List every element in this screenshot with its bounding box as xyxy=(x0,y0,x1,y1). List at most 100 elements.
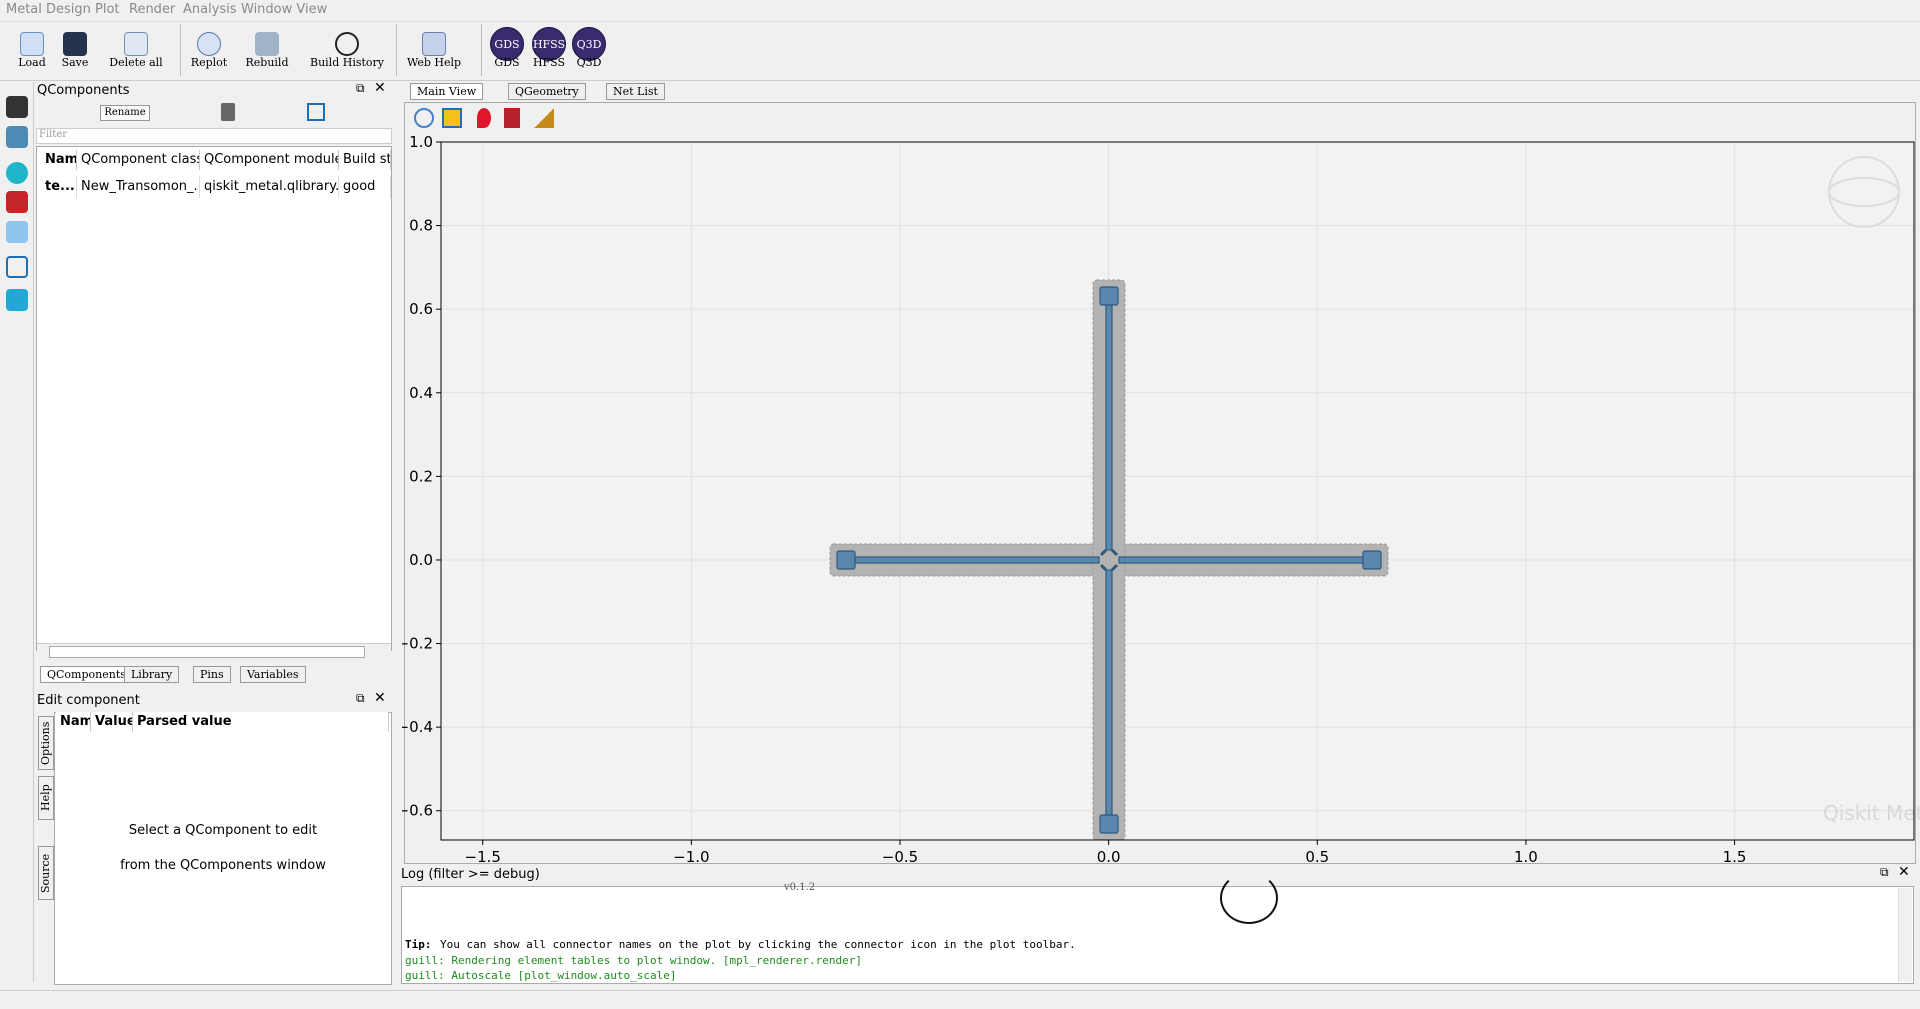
y-tick-label: 0.8 xyxy=(409,217,433,235)
y-tick-label: 0.2 xyxy=(409,467,433,485)
tip-text: You can show all connector names on the … xyxy=(440,938,1076,951)
panel-title: QComponents xyxy=(37,83,130,98)
side-tab[interactable]: Help xyxy=(38,776,54,820)
gds-badge: GDS xyxy=(490,27,524,61)
plot-tool[interactable] xyxy=(414,108,434,128)
rebuild-icon xyxy=(255,32,279,56)
column-header[interactable]: Value xyxy=(91,712,133,732)
q3d-badge: Q3D xyxy=(572,27,606,61)
menu-item[interactable]: Metal Design xyxy=(6,2,91,17)
side-strip xyxy=(0,82,34,982)
toolbar-button[interactable]: Load xyxy=(18,56,46,69)
trace xyxy=(1105,295,1113,551)
tab[interactable]: QComponents xyxy=(40,666,133,683)
column-header[interactable]: QComponent module xyxy=(200,150,339,170)
log-view xyxy=(401,886,1914,984)
menu-item[interactable]: Render xyxy=(129,2,176,17)
column-header[interactable]: Build st xyxy=(339,150,391,170)
tab[interactable]: Library xyxy=(124,666,180,683)
menu-item[interactable]: Analysis xyxy=(183,2,237,17)
toolbar-button[interactable]: Q3D xyxy=(576,56,602,69)
plot-tool[interactable] xyxy=(477,108,491,128)
menu-item[interactable]: Plot xyxy=(95,2,120,17)
panel-title: Edit component xyxy=(37,693,140,708)
pad xyxy=(1099,814,1119,834)
save-icon xyxy=(63,32,87,56)
junction xyxy=(1099,548,1119,572)
float-button[interactable]: ⧉ xyxy=(356,691,365,705)
log-line: guill: Autoscale [plot_window.auto_scale… xyxy=(405,969,677,982)
trace xyxy=(845,556,1100,564)
float-button[interactable]: ⧉ xyxy=(356,81,365,95)
side-icon[interactable] xyxy=(6,191,28,213)
side-icon[interactable] xyxy=(6,126,28,148)
close-button[interactable]: ✕ xyxy=(374,80,386,96)
toolbar-button[interactable]: GDS xyxy=(494,56,520,69)
hint-text: Select a QComponent to edit xyxy=(128,823,318,838)
table-cell[interactable]: good xyxy=(339,176,391,198)
column-header[interactable]: Name xyxy=(41,150,77,170)
toolbar-button[interactable]: Rebuild xyxy=(245,56,289,69)
y-tick-label: −0.6 xyxy=(402,802,433,820)
view-tab[interactable]: QGeometry xyxy=(508,83,586,100)
toolbar-button[interactable]: Build History xyxy=(309,56,385,69)
plot-tool[interactable] xyxy=(534,108,554,128)
side-icon[interactable] xyxy=(6,162,28,184)
y-tick-label: 0.6 xyxy=(409,300,433,318)
x-tick-label: 1.0 xyxy=(1514,848,1538,866)
plot-tool[interactable] xyxy=(504,108,520,128)
tab[interactable]: Pins xyxy=(193,666,231,683)
rename-button[interactable]: Rename xyxy=(100,105,150,121)
table-cell[interactable]: New_Transomon_... xyxy=(77,176,200,198)
side-icon[interactable] xyxy=(6,256,28,278)
close-button[interactable]: ✕ xyxy=(1898,864,1910,880)
trace xyxy=(1105,569,1113,825)
scroll-thumb[interactable] xyxy=(49,646,365,658)
edit-table xyxy=(54,712,392,985)
filter-input[interactable]: Filter xyxy=(36,128,392,144)
pad xyxy=(1362,550,1382,570)
log-scrollbar[interactable] xyxy=(1898,888,1912,982)
logo xyxy=(1220,872,1278,924)
plot-tool[interactable] xyxy=(442,108,462,128)
side-icon[interactable] xyxy=(6,221,28,243)
zoom-button[interactable] xyxy=(307,103,325,121)
side-tab[interactable]: Source xyxy=(38,846,54,900)
side-tab[interactable]: Options xyxy=(38,716,54,770)
side-icon[interactable] xyxy=(6,96,28,118)
panel-title: Log (filter >= debug) xyxy=(401,867,540,882)
toolbar-button[interactable]: Replot xyxy=(190,56,228,69)
x-tick-label: 0.0 xyxy=(1097,848,1121,866)
y-tick-label: 0.0 xyxy=(409,551,433,569)
delete-button[interactable] xyxy=(221,103,235,121)
help-icon xyxy=(422,32,446,56)
status-bar xyxy=(0,990,1920,1009)
column-header[interactable]: QComponent class xyxy=(77,150,200,170)
float-button[interactable]: ⧉ xyxy=(1880,865,1889,879)
close-button[interactable]: ✕ xyxy=(374,690,386,706)
column-header[interactable]: Nam xyxy=(56,712,91,732)
toolbar xyxy=(0,21,1920,81)
trace xyxy=(1118,556,1373,564)
menu-item[interactable]: Window View xyxy=(241,2,328,17)
axes-frame xyxy=(440,141,1915,841)
x-tick-label: −1.0 xyxy=(673,848,709,866)
plot-area xyxy=(441,142,1914,840)
plot: Qiskit Metal −1.5 −1.0 −0.5 0.0 0.5 1.0 1.5 −0.… xyxy=(402,133,1920,866)
log-line: guill: Rendering element tables to plot … xyxy=(405,954,862,967)
scrollbar[interactable] xyxy=(37,643,391,659)
tab[interactable]: Variables xyxy=(240,666,306,683)
view-tab[interactable]: Net List xyxy=(606,83,665,100)
table-cell[interactable]: te... xyxy=(41,176,77,198)
column-header[interactable]: Parsed value xyxy=(133,712,389,732)
view-tab[interactable]: Main View xyxy=(410,83,484,100)
toolbar-button[interactable]: HFSS xyxy=(532,56,566,69)
side-icon[interactable] xyxy=(6,289,28,311)
toolbar-button[interactable]: Save xyxy=(61,56,89,69)
y-tick-label: 0.4 xyxy=(409,384,433,402)
pad xyxy=(836,550,856,570)
table-cell[interactable]: qiskit_metal.qlibrary.... xyxy=(200,176,339,198)
toolbar-button[interactable]: Delete all xyxy=(109,56,163,69)
toolbar-button[interactable]: Web Help xyxy=(406,56,462,69)
